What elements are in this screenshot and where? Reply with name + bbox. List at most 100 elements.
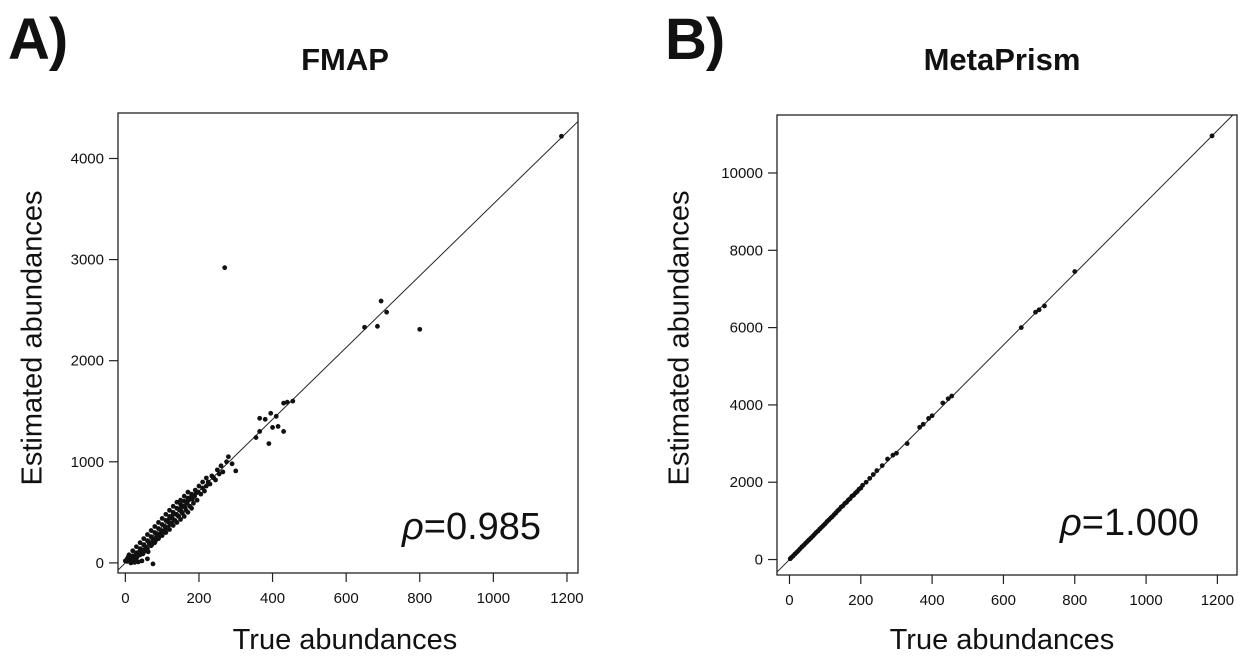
data-point (178, 497, 183, 503)
data-point (867, 475, 873, 481)
data-point (214, 467, 220, 473)
data-point (137, 540, 143, 546)
data-point (812, 532, 817, 537)
data-point (160, 530, 166, 535)
data-point (815, 528, 821, 534)
data-point (181, 493, 187, 499)
plot-frame (776, 114, 1238, 576)
data-point (1072, 269, 1078, 274)
data-point (189, 505, 195, 511)
data-point (1033, 309, 1038, 315)
data-point (145, 549, 151, 555)
panel-a: A) FMAP 0 200 400 600 800 1000 1200 0 1000 2000 30… (0, 0, 620, 662)
y-tick-label: 4000 (730, 397, 763, 414)
x-tick-label: 200 (848, 592, 873, 609)
data-point (218, 463, 224, 469)
data-point (156, 520, 161, 525)
y-tick-label: 2000 (71, 353, 104, 370)
data-point (222, 265, 228, 271)
y-tick-label: 3000 (71, 252, 104, 269)
data-point (150, 561, 156, 567)
data-point (362, 324, 367, 330)
data-point (904, 441, 910, 446)
data-point (290, 398, 296, 404)
data-point (281, 429, 286, 434)
data-point (837, 506, 842, 512)
data-point (174, 499, 180, 505)
data-point (378, 298, 384, 304)
data-point (167, 522, 173, 527)
data-point (149, 542, 155, 548)
data-point (268, 410, 274, 416)
data-point (894, 450, 899, 456)
data-point (1018, 325, 1024, 331)
data-point (229, 461, 235, 467)
y-axis-label: Estimated abundances (663, 190, 696, 486)
data-point (794, 549, 800, 555)
data-point (220, 469, 226, 475)
panel-b: B) MetaPrism 0 200 400 600 800 1000 1200 0 2000 4… (620, 0, 1249, 662)
data-point (890, 452, 896, 458)
x-tick-label: 400 (260, 590, 285, 607)
data-point (224, 459, 229, 465)
data-point (182, 504, 188, 510)
data-point (156, 534, 162, 540)
data-point (854, 489, 860, 494)
data-point (152, 524, 158, 529)
data-point (847, 496, 853, 502)
data-point (926, 416, 931, 421)
y-tick-label: 8000 (730, 242, 763, 259)
data-point (233, 468, 239, 474)
data-point (851, 492, 857, 498)
data-point (858, 485, 864, 491)
plot-frame (117, 112, 579, 574)
scatter-plot-fmap: 0 200 400 600 800 1000 1200 0 1000 2000 3000 4000 (71, 112, 584, 607)
data-point (840, 503, 846, 509)
data-point (870, 472, 876, 477)
y-tick-label: 10000 (721, 165, 763, 182)
data-point (185, 509, 191, 515)
data-point (808, 535, 814, 541)
data-point (790, 553, 796, 559)
panel-label: A) (8, 7, 68, 72)
data-point (194, 497, 200, 503)
data-point (270, 425, 275, 430)
data-point (167, 507, 172, 513)
data-point (185, 489, 191, 495)
data-point (863, 479, 869, 485)
y-tick-label: 1000 (71, 454, 104, 471)
data-point (203, 475, 209, 481)
data-point (170, 503, 176, 509)
data-point (134, 544, 139, 550)
data-point (819, 524, 824, 530)
data-point (178, 517, 183, 522)
x-tick-label: 1200 (1201, 592, 1234, 609)
x-tick-label: 1200 (550, 590, 583, 607)
data-point (829, 514, 835, 520)
data-point (917, 424, 923, 430)
data-point (171, 518, 177, 523)
data-point (945, 396, 951, 402)
x-tick-label: 0 (785, 592, 793, 609)
y-tick-label: 2000 (730, 474, 763, 491)
scatter-plot-metaprism: 0 200 400 600 800 1000 1200 0 2000 4000 6000 8000 10… (721, 114, 1238, 609)
data-point (200, 479, 206, 485)
data-point (375, 323, 380, 329)
data-point (284, 399, 290, 405)
x-tick-label: 1000 (477, 590, 510, 607)
y-axis-label: Estimated abundances (16, 190, 49, 486)
data-point (940, 400, 946, 406)
x-axis-label: True abundances (889, 624, 1115, 656)
data-point (164, 526, 169, 531)
data-point (139, 558, 145, 564)
data-point (826, 517, 832, 523)
data-point (145, 532, 150, 537)
data-point (949, 393, 955, 399)
data-point (170, 511, 176, 517)
x-tick-label: 0 (121, 590, 129, 607)
data-point (159, 516, 165, 521)
data-point (1042, 303, 1047, 309)
data-point (833, 510, 839, 516)
data-point (257, 429, 263, 434)
y-tick-label: 4000 (71, 150, 104, 167)
